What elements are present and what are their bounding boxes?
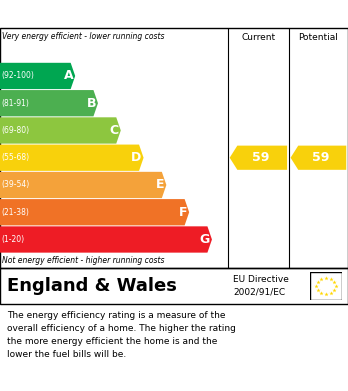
Text: B: B — [86, 97, 96, 110]
Text: F: F — [179, 206, 187, 219]
Text: Current: Current — [241, 32, 276, 41]
Polygon shape — [230, 145, 287, 170]
Polygon shape — [0, 90, 98, 117]
Text: (55-68): (55-68) — [2, 153, 30, 162]
Text: (69-80): (69-80) — [2, 126, 30, 135]
Text: (21-38): (21-38) — [2, 208, 30, 217]
Text: G: G — [200, 233, 210, 246]
Text: (92-100): (92-100) — [2, 72, 34, 81]
Text: The energy efficiency rating is a measure of the
overall efficiency of a home. T: The energy efficiency rating is a measur… — [7, 311, 236, 359]
Text: Very energy efficient - lower running costs: Very energy efficient - lower running co… — [2, 32, 164, 41]
Polygon shape — [0, 117, 121, 143]
Text: Not energy efficient - higher running costs: Not energy efficient - higher running co… — [2, 256, 164, 265]
Text: A: A — [63, 70, 73, 83]
Text: England & Wales: England & Wales — [7, 277, 177, 295]
Text: (39-54): (39-54) — [2, 181, 30, 190]
Text: (81-91): (81-91) — [2, 99, 30, 108]
Polygon shape — [291, 145, 346, 170]
Text: (1-20): (1-20) — [2, 235, 25, 244]
Text: Potential: Potential — [299, 32, 338, 41]
Text: C: C — [110, 124, 119, 137]
Text: EU Directive
2002/91/EC: EU Directive 2002/91/EC — [233, 275, 289, 297]
Polygon shape — [0, 172, 166, 198]
Polygon shape — [0, 199, 189, 225]
Polygon shape — [0, 226, 212, 253]
Text: Energy Efficiency Rating: Energy Efficiency Rating — [69, 7, 279, 22]
Text: 59: 59 — [252, 151, 269, 164]
Polygon shape — [0, 63, 75, 89]
Polygon shape — [0, 145, 144, 171]
Text: D: D — [131, 151, 142, 164]
Text: E: E — [156, 178, 164, 192]
Text: 59: 59 — [312, 151, 330, 164]
